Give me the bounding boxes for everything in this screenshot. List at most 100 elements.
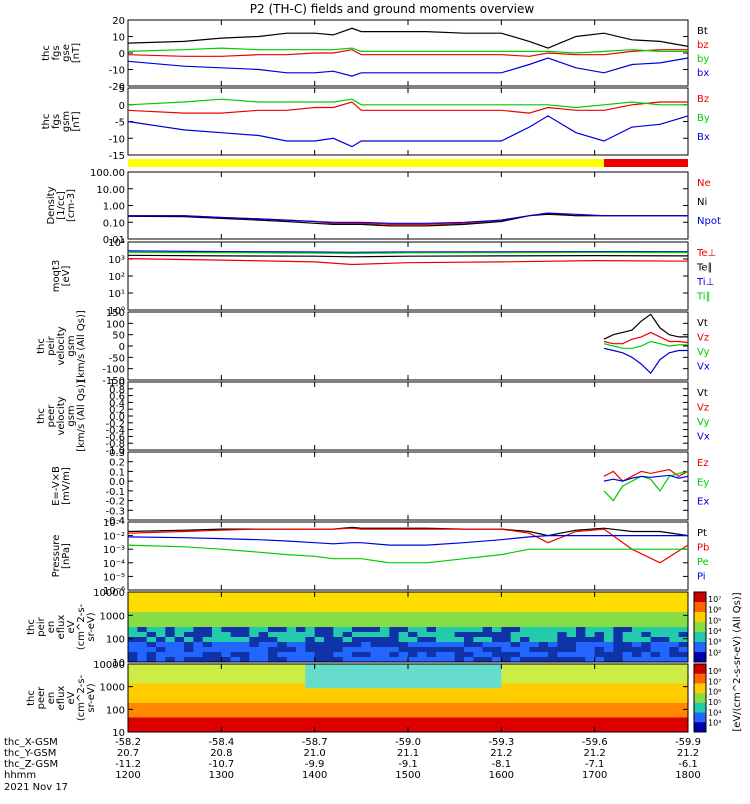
- peir-spectrogram-cell: [445, 627, 456, 633]
- peir-spectrogram-cell: [650, 637, 661, 643]
- peer-spectrogram-cell: [622, 688, 633, 694]
- peir-spectrogram-cell: [650, 657, 661, 663]
- peer-spectrogram-cell: [548, 722, 558, 728]
- peir-spectrogram-cell: [594, 617, 605, 623]
- peir-spectrogram-cell: [501, 607, 512, 613]
- y-tick-label: 0.01: [103, 235, 125, 246]
- peer-spectrogram-cell: [473, 702, 484, 709]
- peir-spectrogram-cell: [594, 627, 605, 633]
- y-tick-label: 0.3: [109, 448, 125, 459]
- peir-spectrogram-cell: [538, 642, 549, 648]
- peir-spectrogram-cell: [566, 637, 577, 643]
- peer-spectrogram-cell: [389, 722, 400, 728]
- x-tick-label: 1700: [582, 770, 607, 781]
- peir-spectrogram-cell: [324, 657, 334, 663]
- peer-spectrogram-cell: [538, 678, 549, 684]
- peir-spectrogram-cell: [464, 592, 474, 598]
- peer-spectrogram-cell: [380, 664, 390, 670]
- peer-spectrogram-cell: [650, 707, 661, 714]
- peir-spectrogram-cell: [277, 617, 288, 623]
- peir-spectrogram-cell: [361, 647, 372, 653]
- peer-spectrogram-cell: [650, 664, 661, 670]
- peir-spectrogram-cell: [529, 652, 540, 658]
- peir-spectrogram-cell: [389, 607, 400, 613]
- peer-spectrogram-cell: [576, 693, 586, 699]
- peir-spectrogram-cell: [370, 627, 381, 633]
- peer-spectrogram-cell: [193, 707, 204, 714]
- peir-spectrogram-cell: [146, 597, 157, 603]
- peir-spectrogram-cell: [128, 617, 138, 623]
- peer-spectrogram-cell: [380, 717, 390, 723]
- peer-spectrogram-cell: [641, 727, 652, 733]
- peer-spectrogram-cell: [660, 673, 670, 680]
- peer-spectrogram-cell: [174, 688, 185, 694]
- peer-spectrogram-cell: [342, 717, 353, 723]
- peir-spectrogram-cell: [678, 657, 689, 663]
- peir-spectrogram-cell: [156, 592, 166, 598]
- peer-spectrogram-cell: [277, 712, 288, 718]
- peer-spectrogram-cell: [436, 673, 446, 680]
- peer-spectrogram-cell: [576, 707, 586, 714]
- peer-spectrogram-cell: [277, 702, 288, 709]
- y-tick-label: 10: [112, 658, 125, 669]
- peir-spectrogram-cell: [389, 637, 400, 643]
- colorbar-step: [694, 702, 706, 714]
- peir-spectrogram-cell: [286, 617, 297, 623]
- y-axis-label: eflux: [56, 615, 67, 640]
- peir-spectrogram-cell: [156, 607, 166, 613]
- peer-spectrogram-cell: [249, 727, 260, 733]
- peir-spectrogram-cell: [566, 602, 577, 608]
- peir-spectrogram-cell: [193, 612, 204, 618]
- peir-spectrogram-cell: [548, 607, 558, 613]
- peir-spectrogram-cell: [492, 602, 502, 608]
- legend-entry: by: [697, 54, 709, 65]
- peir-spectrogram-cell: [408, 642, 418, 648]
- peir-spectrogram-cell: [193, 602, 204, 608]
- peir-spectrogram-cell: [324, 652, 334, 658]
- peer-spectrogram-cell: [268, 683, 278, 689]
- peer-spectrogram-cell: [230, 664, 241, 670]
- peer-spectrogram-cell: [482, 712, 493, 718]
- peir-spectrogram-cell: [641, 592, 652, 598]
- peer-spectrogram-cell: [594, 712, 605, 718]
- peer-spectrogram-cell: [548, 698, 558, 704]
- peir-spectrogram-cell: [202, 642, 213, 648]
- peer-spectrogram-cell: [445, 702, 456, 709]
- peir-spectrogram-cell: [632, 597, 642, 603]
- peer-spectrogram-cell: [268, 673, 278, 680]
- peir-spectrogram-cell: [202, 627, 213, 633]
- peir-spectrogram-cell: [137, 647, 148, 653]
- peir-spectrogram-cell: [156, 642, 166, 648]
- peer-spectrogram-cell: [482, 668, 493, 675]
- peir-spectrogram-cell: [417, 657, 428, 663]
- peir-spectrogram-cell: [660, 612, 670, 618]
- peer-spectrogram-cell: [305, 717, 316, 723]
- peer-spectrogram-cell: [426, 722, 437, 728]
- peer-spectrogram-cell: [473, 688, 484, 694]
- peir-spectrogram-cell: [286, 602, 297, 608]
- peir-spectrogram-cell: [268, 607, 278, 613]
- peir-spectrogram-cell: [146, 632, 157, 638]
- peer-spectrogram-cell: [268, 707, 278, 714]
- peir-spectrogram-cell: [482, 602, 493, 608]
- peer-spectrogram-cell: [482, 664, 493, 670]
- peer-spectrogram-cell: [212, 727, 222, 733]
- peir-spectrogram-cell: [137, 632, 148, 638]
- peir-spectrogram-cell: [650, 612, 661, 618]
- peir-spectrogram-cell: [128, 647, 138, 653]
- peer-spectrogram-cell: [557, 707, 568, 714]
- peer-spectrogram-cell: [650, 673, 661, 680]
- peer-spectrogram-cell: [221, 712, 232, 718]
- y-axis-label: moqt3: [51, 260, 62, 293]
- peir-spectrogram-cell: [202, 597, 213, 603]
- peer-spectrogram-cell: [146, 678, 157, 684]
- peer-spectrogram-cell: [650, 727, 661, 733]
- peer-spectrogram-cell: [436, 702, 446, 709]
- peer-spectrogram-cell: [445, 673, 456, 680]
- colorbar-tick-label: 10⁴: [708, 627, 721, 636]
- peir-spectrogram-cell: [398, 637, 409, 643]
- peir-spectrogram-cell: [492, 597, 502, 603]
